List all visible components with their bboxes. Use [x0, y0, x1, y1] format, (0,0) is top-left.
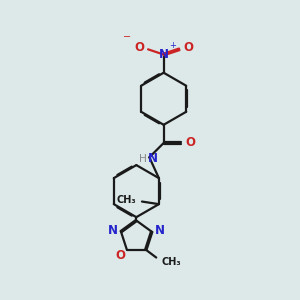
- Text: N: N: [148, 152, 158, 165]
- Text: O: O: [185, 136, 195, 149]
- Text: −: −: [123, 32, 132, 42]
- Text: O: O: [134, 41, 144, 54]
- Text: CH₃: CH₃: [117, 195, 136, 205]
- Text: O: O: [115, 249, 125, 262]
- Text: +: +: [169, 41, 176, 50]
- Text: O: O: [183, 41, 193, 54]
- Text: H: H: [139, 154, 147, 164]
- Text: N: N: [108, 224, 118, 237]
- Text: N: N: [159, 48, 169, 61]
- Text: CH₃: CH₃: [162, 256, 181, 267]
- Text: N: N: [155, 224, 165, 237]
